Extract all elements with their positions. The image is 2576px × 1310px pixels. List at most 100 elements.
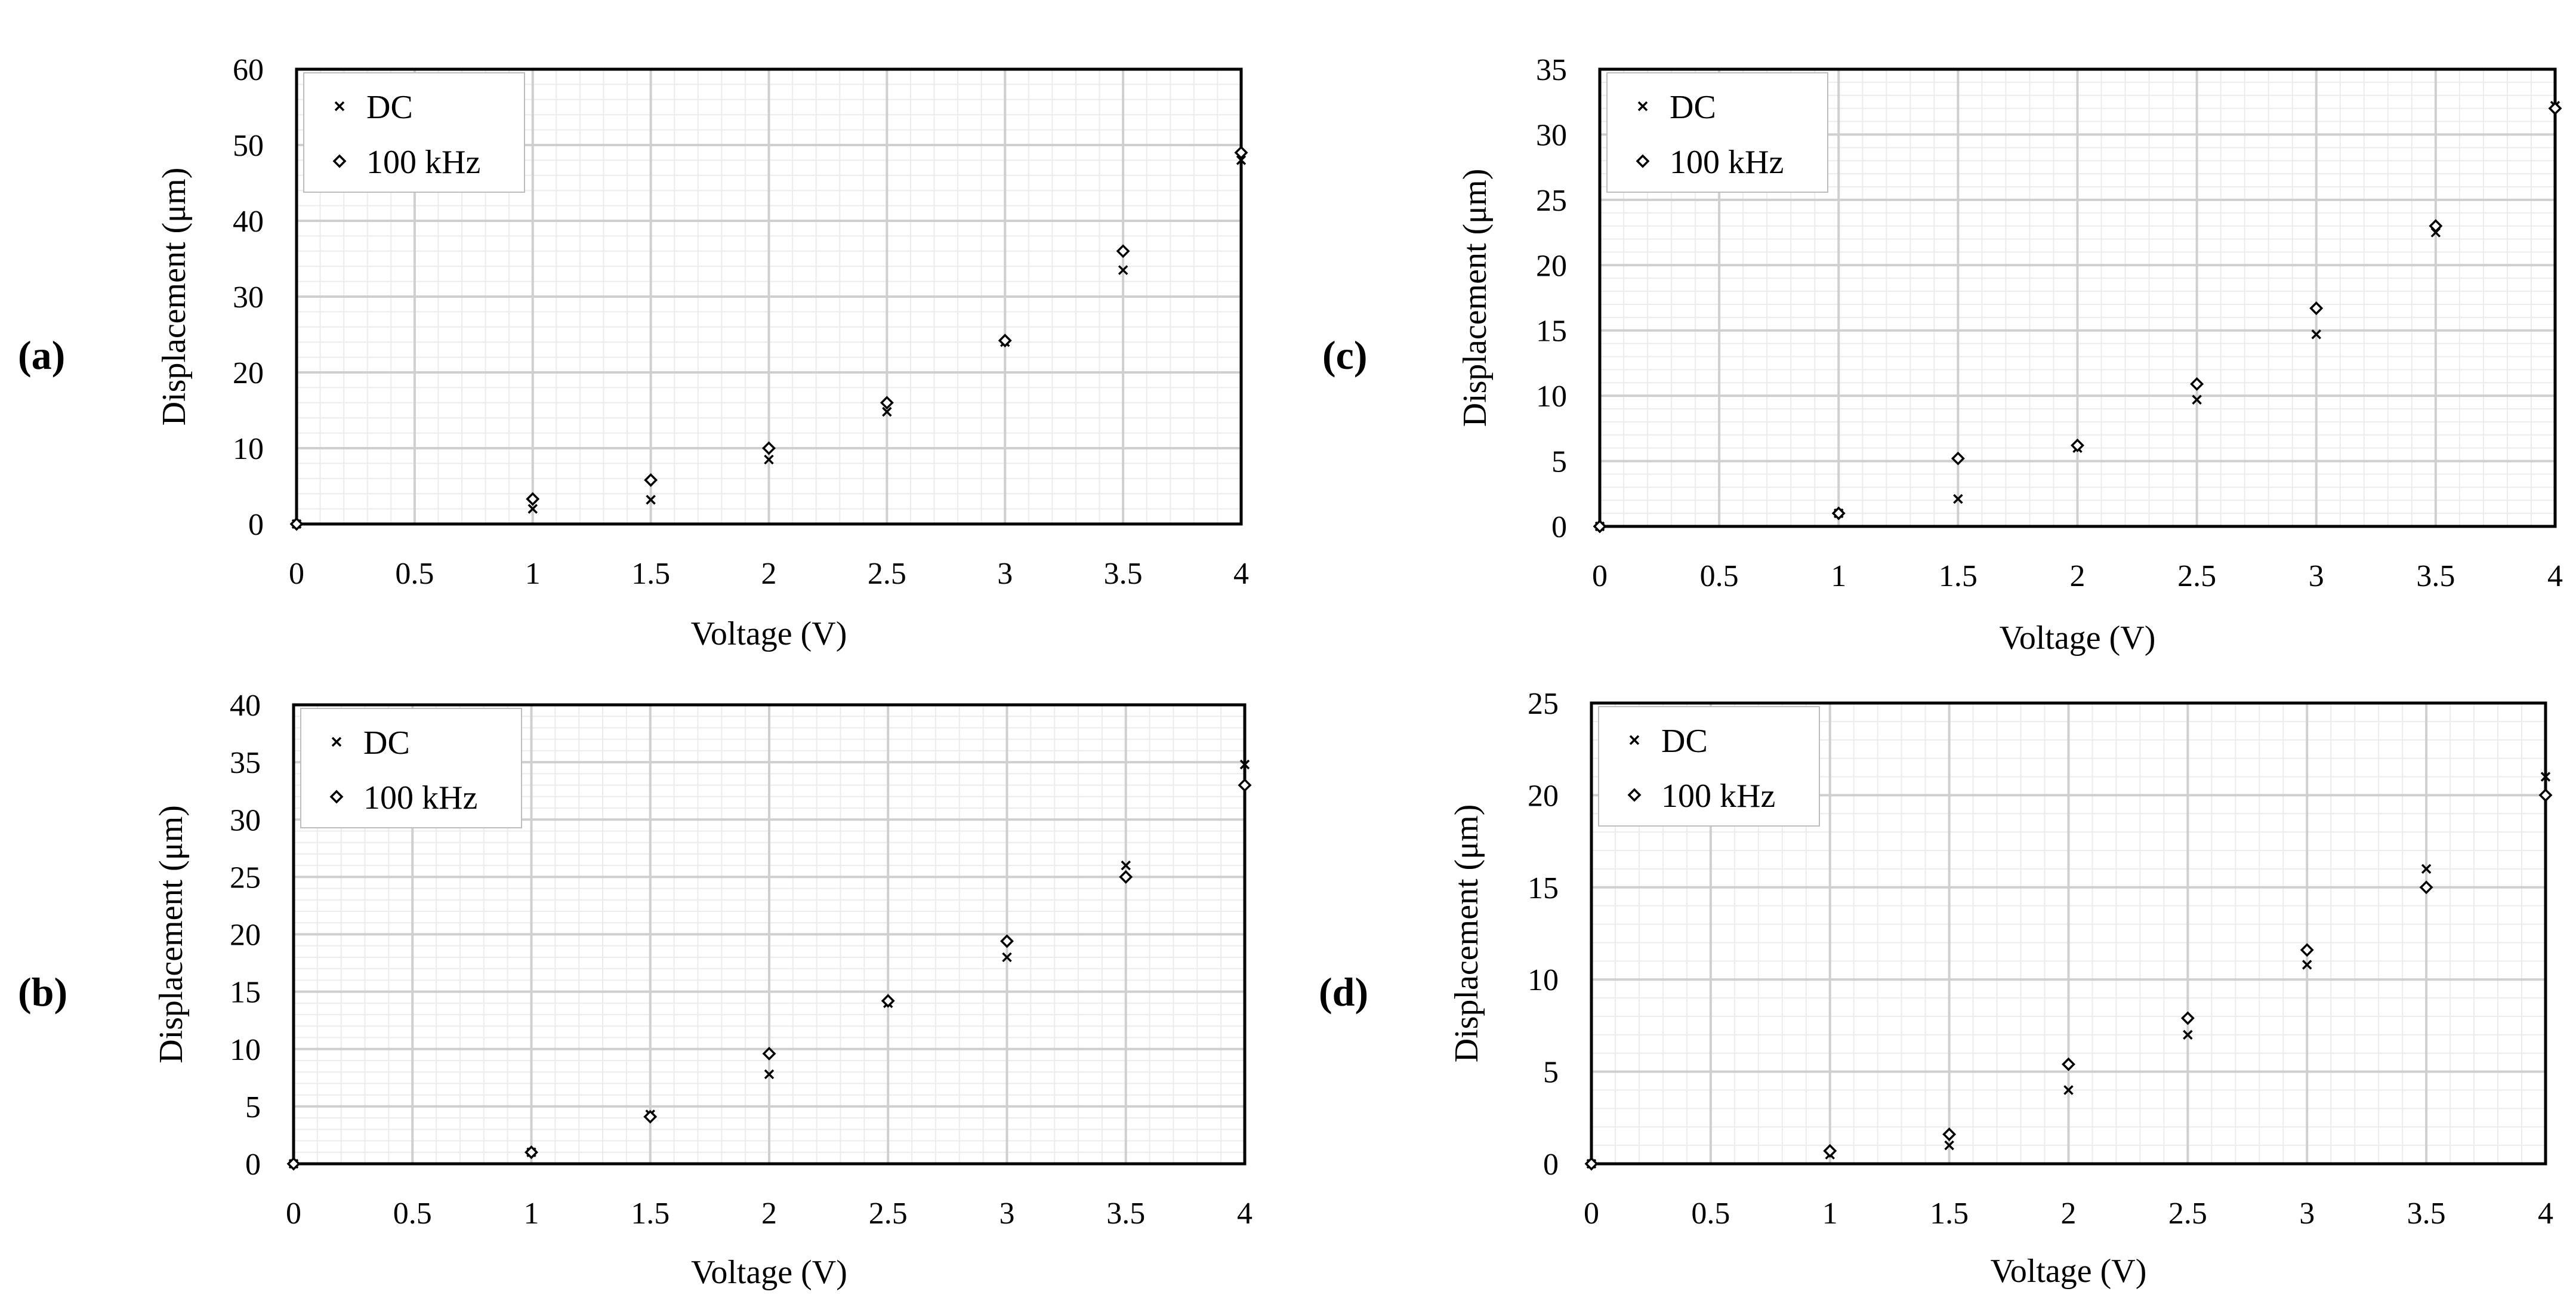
x-tick-label: 1 (1822, 1197, 1838, 1231)
data-point-100khz (1234, 146, 1248, 160)
y-axis-label: Displacement (μm) (156, 168, 193, 426)
x-tick-label: 4 (1237, 1197, 1252, 1231)
x-tick-label: 3 (997, 557, 1013, 591)
data-point-100khz (1942, 1127, 1957, 1142)
x-tick-label: 4 (2538, 1197, 2553, 1231)
y-tick-label: 20 (1536, 249, 1567, 283)
data-point-dc (1118, 265, 1128, 275)
y-tick-label: 50 (233, 129, 264, 163)
data-point-100khz (1584, 1157, 1599, 1171)
x-tick-label: 4 (1233, 557, 1249, 591)
data-point-dc (1002, 952, 1012, 963)
data-point-100khz (880, 396, 894, 410)
y-tick-label: 40 (233, 205, 264, 239)
y-tick-label: 20 (1528, 779, 1559, 813)
data-point-100khz (1823, 1143, 1837, 1158)
legend (300, 708, 522, 828)
y-tick-label: 35 (230, 746, 261, 780)
data-point-100khz (2548, 101, 2562, 116)
chart-panel-c: 0 0.5 1 1.5 2 2.5 3 3.5 4 0 5 10 15 20 25 30 35 Voltage (… (1322, 53, 2563, 656)
y-tick-label: 5 (245, 1090, 261, 1124)
x-tick-label: 2.5 (869, 1197, 908, 1231)
x-tick-label: 0.5 (1700, 559, 1739, 593)
y-tick-label: 60 (233, 53, 264, 87)
data-point-100khz (881, 994, 895, 1008)
y-tick-label: 0 (245, 1148, 261, 1182)
legend-entry: 100 kHz (366, 144, 480, 181)
legend-entry: 100 kHz (363, 779, 477, 816)
x-axis-label: Voltage (V) (2000, 619, 2156, 656)
legend-marker-100khz (1636, 154, 1650, 168)
chart-panel-b: 0 0.5 1 1.5 2 2.5 3 3.5 40510152025303540Voltage… (18, 689, 1252, 1291)
data-point-dc (1953, 494, 1963, 504)
y-tick-label: 30 (1536, 118, 1567, 152)
x-tick-label: 3.5 (1104, 557, 1143, 591)
data-point-dc (1944, 1140, 1954, 1151)
y-tick-label: 0 (1543, 1148, 1559, 1182)
y-tick-label: 25 (1536, 184, 1567, 218)
x-tick-label: 1 (525, 557, 541, 591)
data-point-100khz (2071, 438, 2084, 452)
y-tick-label: 15 (1528, 871, 1559, 905)
y-tick-label: 40 (230, 689, 261, 723)
chart-panel-d: 0 0.5 1 1.5 2 2.5 3 3.5 4 0 5 10 15 20 25 Voltage (V) Di… (1319, 687, 2553, 1290)
data-point-dc (2540, 772, 2551, 782)
data-point-dc (646, 495, 656, 505)
x-tick-label: 3.5 (2416, 559, 2455, 593)
x-tick-label: 2 (761, 1197, 777, 1231)
legend-entry: 100 kHz (1661, 778, 1775, 815)
legend (1606, 72, 1828, 193)
legend-marker-dc (1629, 735, 1640, 745)
legend-marker-100khz (1627, 788, 1642, 802)
legend-entry: DC (1661, 723, 1708, 760)
data-point-dc (764, 1069, 775, 1080)
data-point-100khz (762, 1046, 776, 1061)
x-tick-label: 3.5 (2407, 1197, 2446, 1231)
y-tick-label: 35 (1536, 53, 1567, 87)
legend-marker-100khz (332, 154, 347, 168)
y-axis-label: Displacement (μm) (1448, 805, 1485, 1063)
x-tick-label: 0.5 (393, 1197, 432, 1231)
x-tick-label: 0.5 (1691, 1197, 1730, 1231)
x-axis-label: Voltage (V) (691, 1254, 847, 1291)
y-tick-label: 15 (230, 976, 261, 1010)
legend-entry: DC (363, 725, 410, 762)
legend-entry: DC (366, 89, 413, 126)
legend-entry: DC (1670, 89, 1716, 126)
legend-marker-100khz (329, 790, 344, 804)
data-point-100khz (644, 473, 658, 487)
data-point-dc (527, 504, 538, 514)
y-tick-label: 5 (1551, 445, 1567, 479)
x-tick-label: 3 (999, 1197, 1015, 1231)
data-point-100khz (2062, 1057, 2075, 1071)
data-point-100khz (2309, 301, 2324, 315)
y-tick-label: 5 (1543, 1056, 1559, 1090)
x-axis-label: Voltage (V) (1991, 1253, 2147, 1290)
plot-border (1590, 701, 2547, 1166)
data-point-100khz (1831, 506, 1846, 520)
panel-label: (d) (1319, 969, 1368, 1015)
data-point-100khz (2180, 1011, 2195, 1025)
x-tick-label: 1.5 (1930, 1197, 1969, 1231)
y-tick-label: 0 (248, 508, 264, 542)
data-point-100khz (998, 334, 1012, 348)
x-tick-label: 1 (524, 1197, 539, 1231)
x-tick-label: 0 (289, 557, 304, 591)
data-point-100khz (643, 1109, 658, 1124)
y-tick-label: 30 (230, 803, 261, 837)
x-tick-label: 0 (1584, 1197, 1599, 1231)
data-point-100khz (2429, 219, 2443, 233)
data-point-100khz (1000, 934, 1014, 948)
x-tick-label: 3.5 (1106, 1197, 1145, 1231)
x-axis-label: Voltage (V) (691, 615, 847, 652)
data-point-dc (1239, 759, 1250, 770)
data-point-100khz (1593, 519, 1607, 534)
data-point-dc (2063, 1085, 2074, 1095)
x-tick-label: 1.5 (631, 557, 670, 591)
legend-marker-dc (331, 736, 342, 747)
legend (1598, 706, 1820, 827)
x-tick-label: 2 (2070, 559, 2086, 593)
y-tick-label: 0 (1551, 510, 1567, 544)
x-tick-label: 1.5 (1939, 559, 1977, 593)
